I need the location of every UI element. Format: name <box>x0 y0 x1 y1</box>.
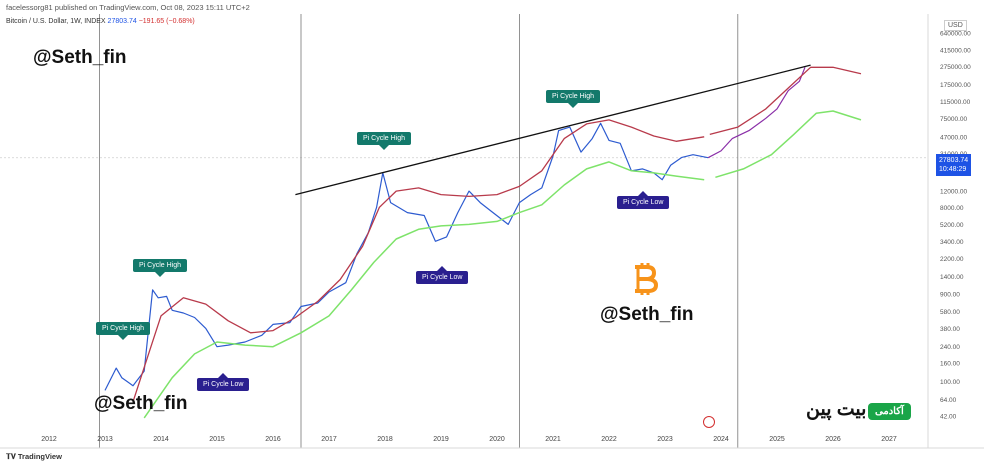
annotation-pi-high-2021: Pi Cycle High <box>546 90 601 108</box>
y-tick-label-3: 175000.00 <box>940 82 971 89</box>
flag-icon <box>703 416 715 428</box>
annotation-pi-low-2022: Pi Cycle Low <box>617 191 670 209</box>
y-tick-label-5: 75000.00 <box>940 116 967 123</box>
series-layer <box>104 66 862 419</box>
x-tick-label-15: 2027 <box>881 436 897 443</box>
tradingview-logo: 𝐓𝐕 TradingView <box>6 452 62 461</box>
x-tick-label-8: 2020 <box>489 436 505 443</box>
x-axis: 2012 2013 2014 2015 2016 2017 2018 2019 2020 2021… <box>41 436 897 443</box>
x-tick-label-12: 2024 <box>713 436 729 443</box>
y-tick-label-13: 2200.00 <box>940 256 964 263</box>
x-tick-label-11: 2023 <box>657 436 673 443</box>
current-price: 27803.74 <box>939 157 969 164</box>
currency-label[interactable]: USD <box>944 20 967 31</box>
x-tick-label-0: 2012 <box>41 436 57 443</box>
x-tick-label-4: 2016 <box>265 436 281 443</box>
x-tick-label-1: 2013 <box>97 436 113 443</box>
y-tick-label-1: 415000.00 <box>940 48 971 55</box>
annotation-pi-high-2013b: Pi Cycle High <box>133 259 188 277</box>
watermark-2: @Seth_fin <box>600 304 694 325</box>
y-axis: 640000.00 415000.00 275000.00 175000.00 1150… <box>0 14 984 449</box>
y-tick-label-17: 380.00 <box>940 326 960 333</box>
y-tick-label-2: 275000.00 <box>940 64 971 71</box>
academy-name: بیت پین <box>806 399 867 420</box>
annotation-pi-high-2013a: Pi Cycle High <box>96 322 151 340</box>
y-tick-label-9: 12000.00 <box>940 189 967 196</box>
y-tick-label-20: 100.00 <box>940 379 960 386</box>
y-tick-label-6: 47000.00 <box>940 134 967 141</box>
annotation-pi-low-2018: Pi Cycle Low <box>416 266 469 284</box>
series-price <box>104 122 709 391</box>
y-tick-label-19: 160.00 <box>940 360 960 367</box>
annotation-pi-high-2017: Pi Cycle High <box>357 132 412 150</box>
price-change: −191.65 (−0.68%) <box>138 18 195 25</box>
series-upper-band <box>132 119 705 403</box>
x-tick-label-2: 2014 <box>153 436 169 443</box>
y-tick-label-12: 3400.00 <box>940 239 964 246</box>
x-tick-label-14: 2026 <box>825 436 841 443</box>
x-tick-label-5: 2017 <box>321 436 337 443</box>
bitcoin-icon <box>635 263 658 295</box>
y-tick-label-14: 1400.00 <box>940 274 964 281</box>
annotation-pi-low-2015: Pi Cycle Low <box>197 373 250 391</box>
y-tick-label-10: 8000.00 <box>940 205 964 212</box>
y-tick-label-4: 115000.00 <box>940 99 971 106</box>
series-upper-band-projection <box>709 66 862 136</box>
y-tick-label-21: 64.00 <box>940 397 957 404</box>
symbol-line: Bitcoin / U.S. Dollar, 1W, INDEX 27803.7… <box>6 18 195 25</box>
halving-lines <box>99 14 739 448</box>
tradingview-name: TradingView <box>17 452 62 461</box>
series-lower-band <box>143 161 705 419</box>
watermark-1: @Seth_fin <box>33 47 127 68</box>
x-tick-label-6: 2018 <box>377 436 393 443</box>
y-tick-label-11: 5200.00 <box>940 222 964 229</box>
academy-label: آکادمی <box>868 403 911 420</box>
y-tick-label-0: 640000.00 <box>940 31 971 38</box>
x-tick-label-10: 2022 <box>601 436 617 443</box>
publisher-line: facelessorg81 published on TradingView.c… <box>6 3 250 12</box>
x-tick-label-3: 2015 <box>209 436 225 443</box>
x-tick-label-7: 2019 <box>433 436 449 443</box>
bar-countdown: 10:48:29 <box>939 166 967 173</box>
y-tick-label-15: 900.00 <box>940 292 960 299</box>
current-price-box: 27803.74 10:48:29 <box>936 154 972 176</box>
symbol-name: Bitcoin / U.S. Dollar, 1W, INDEX <box>6 18 106 25</box>
x-tick-label-13: 2025 <box>769 436 785 443</box>
series-lower-band-projection <box>715 110 862 179</box>
last-price: 27803.74 <box>107 18 137 25</box>
y-tick-label-22: 42.00 <box>940 414 957 421</box>
x-tick-label-9: 2021 <box>545 436 561 443</box>
resistance-trendline <box>295 64 811 196</box>
y-tick-label-16: 580.00 <box>940 309 960 316</box>
y-tick-label-18: 240.00 <box>940 344 960 351</box>
trendline-layer <box>295 64 811 196</box>
series-projection <box>707 67 806 159</box>
watermark-3: @Seth_fin <box>94 393 188 414</box>
